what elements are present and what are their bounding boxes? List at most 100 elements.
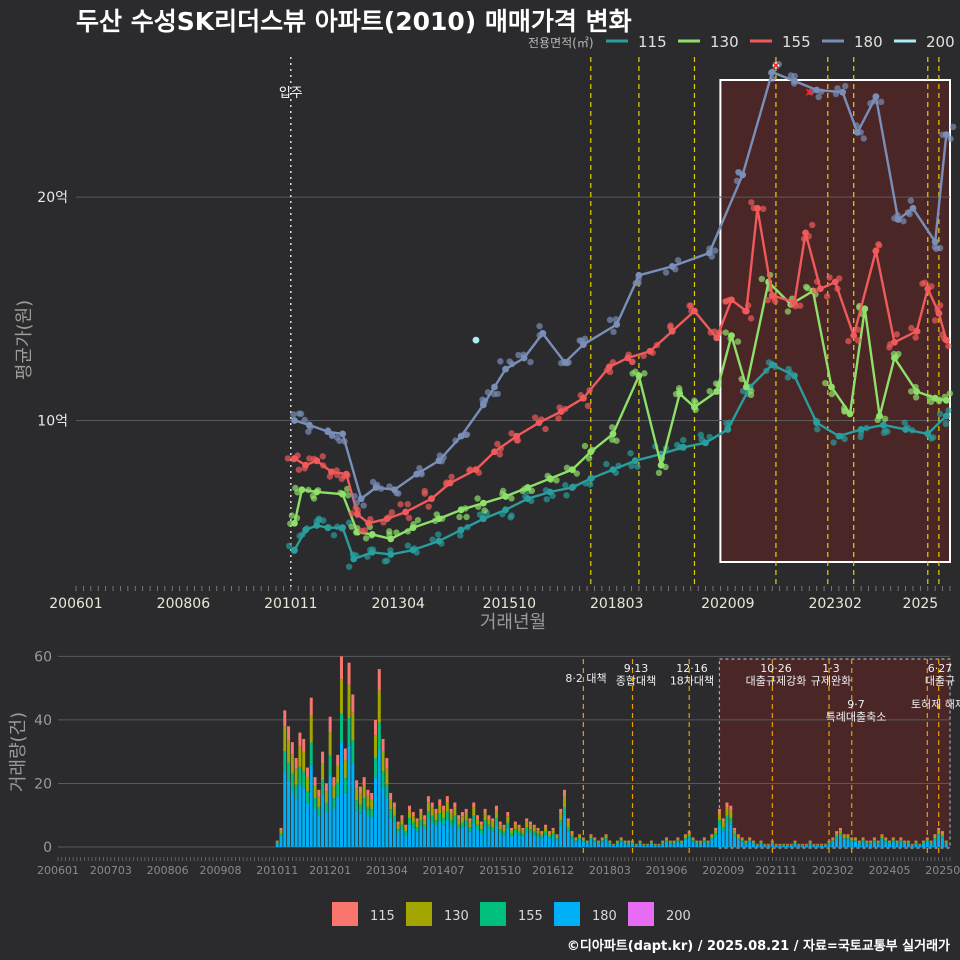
bar-180 [487,829,491,847]
bar-115 [789,843,793,845]
bar-155 [820,844,823,846]
bar-130 [305,777,309,792]
bar-130 [831,838,835,841]
y-tick-label: 10억 [37,414,68,430]
bar-180 [339,742,343,847]
series-point-130 [298,486,306,494]
scatter-point [629,370,636,377]
series-point-115 [409,546,417,554]
bar-130 [555,835,559,839]
bar-115 [627,840,631,842]
bar-130 [521,830,525,834]
series-point-115 [302,526,310,534]
bar-155 [872,840,876,842]
legend-swatch-bottom [554,902,580,926]
scatter-point [936,302,944,309]
bar-130 [884,838,888,841]
scatter-point [603,460,610,468]
bar-130 [517,827,521,832]
series-point-115 [291,546,298,554]
bar-115 [940,831,944,834]
bar-115 [865,840,869,842]
bar-180 [566,831,570,847]
legend-swatch-bottom [406,902,432,926]
bar-115 [593,837,597,839]
series-point-180 [739,171,747,179]
scatter-point [362,535,370,542]
bar-115 [566,818,570,822]
series-point-180 [931,238,939,246]
bar-115 [782,843,786,845]
bar-180 [816,845,820,847]
bar-130 [937,830,941,834]
bar-180 [585,843,589,847]
series-point-115 [587,475,595,482]
series-point-130 [479,499,487,507]
bar-155 [940,835,944,839]
bar-155 [914,842,918,844]
scatter-point [826,274,833,281]
scatter-point [404,500,411,508]
bar-130 [570,833,574,836]
bar-115 [793,840,797,842]
bar-130 [634,844,638,845]
bar-130 [460,816,464,823]
bar-130 [631,841,634,843]
bar-155 [638,842,642,844]
legend-title: 전용면적(㎡) [528,36,594,50]
series-point-155 [891,338,898,346]
bar-180 [302,787,306,847]
bar-130 [925,838,929,841]
scatter-point [369,478,377,486]
bar-180 [287,780,291,847]
series-point-155 [935,309,943,317]
bar-155 [355,800,359,811]
bar-115 [400,815,404,820]
bar-155 [400,824,404,830]
legend-swatch-bottom [332,902,358,926]
bar-130 [903,841,907,843]
bar-115 [831,837,835,839]
bar-155 [717,820,721,827]
bar-115 [801,843,805,845]
scatter-point [345,563,353,570]
bar-180 [695,843,699,847]
bar-155 [683,838,687,841]
scatter-point [945,342,952,350]
bar-155 [770,842,774,844]
scatter-point [929,434,937,441]
bar-155 [510,833,514,837]
bar-115 [861,837,865,839]
bar-155 [846,838,850,841]
bar-115 [362,777,366,786]
series-point-115 [350,555,358,563]
bar-180 [600,841,604,847]
legend-label: 180 [854,33,883,51]
scatter-point [747,315,755,322]
scatter-point [508,430,515,437]
bar-130 [400,819,404,825]
series-point-115 [879,421,887,429]
bar-130 [438,805,442,814]
bar-130 [623,841,627,843]
bar-115 [740,837,744,839]
bar-180 [612,845,616,847]
y-tick-label: 20억 [37,190,68,206]
bar-115 [922,840,926,842]
bar-155 [646,844,650,846]
bar-130 [453,807,457,816]
series-point-180 [854,129,861,136]
bar-115 [770,840,774,842]
bar-115 [525,818,529,822]
bar-130 [532,827,536,832]
bar-130 [589,835,593,839]
bar-130 [479,824,483,830]
bar-115 [385,758,389,769]
bar-155 [593,840,597,842]
bar-155 [521,833,525,837]
series-point-115 [924,430,932,438]
bar-180 [510,836,514,847]
bar-180 [634,845,638,847]
bar-115 [744,840,748,842]
bar-180 [691,841,695,847]
